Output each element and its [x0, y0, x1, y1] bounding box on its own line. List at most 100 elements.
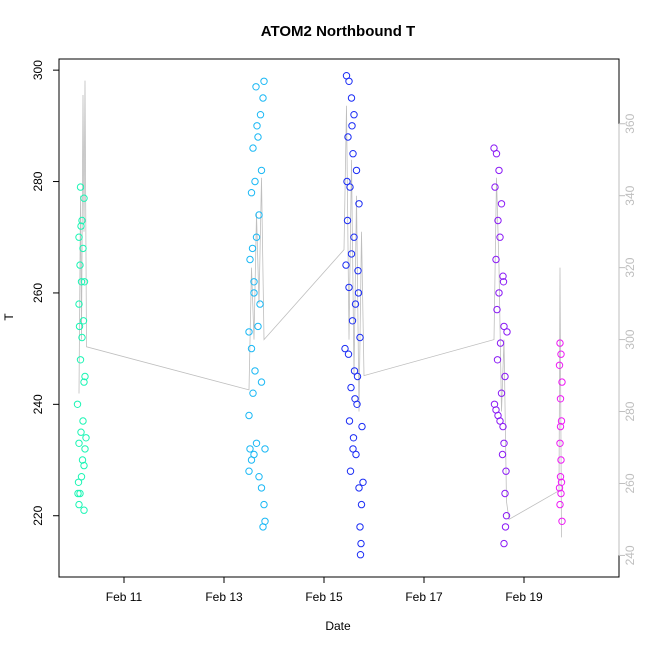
y2-tick-label: 320 [623, 257, 637, 277]
point-0-28 [74, 489, 82, 498]
point-0-18 [80, 278, 89, 286]
y-tick-label: 280 [31, 171, 45, 191]
point-4-2 [555, 361, 564, 369]
point-4-14 [556, 422, 565, 431]
point-3-19 [496, 417, 504, 425]
point-1-21 [251, 177, 259, 186]
point-2-15 [348, 317, 357, 325]
point-1-17 [246, 255, 254, 264]
point-1-4 [252, 439, 261, 447]
point-2-22 [349, 434, 358, 442]
point-2-4 [344, 133, 352, 141]
point-3-22 [502, 467, 510, 475]
point-1-32 [245, 328, 253, 336]
point-4-4 [556, 395, 565, 403]
point-3-13 [493, 356, 502, 364]
point-3-4 [497, 200, 506, 208]
line-series-layer [78, 80, 562, 538]
point-0-1 [76, 489, 84, 498]
x-tick-label: Feb 17 [405, 590, 443, 604]
point-1-12 [251, 367, 259, 375]
point-0-17 [77, 278, 86, 286]
point-3-2 [495, 166, 503, 175]
point-2-11 [347, 250, 356, 258]
point-1-6 [257, 484, 266, 492]
point-0-7 [75, 439, 83, 447]
point-4-1 [557, 350, 565, 358]
y2-tick-label: 360 [623, 113, 637, 133]
point-1-9 [259, 523, 267, 531]
point-4-6 [556, 439, 564, 447]
point-3-7 [492, 255, 500, 264]
point-1-2 [250, 450, 258, 459]
point-1-13 [247, 344, 256, 353]
point-4-3 [558, 378, 566, 386]
point-1-20 [247, 189, 256, 197]
point-3-21 [500, 439, 508, 447]
point-0-10 [73, 400, 82, 408]
point-1-18 [252, 233, 261, 241]
point-2-9 [343, 216, 352, 225]
point-2-6 [352, 166, 361, 175]
x-axis-label: Date [325, 619, 351, 633]
point-1-11 [249, 389, 257, 397]
point-1-5 [255, 473, 263, 481]
point-0-20 [79, 244, 87, 253]
point-1-24 [254, 133, 262, 141]
point-0-16 [75, 300, 83, 308]
y-tick-label: 220 [31, 505, 45, 525]
point-0-9 [79, 417, 87, 425]
y-axis-right: 240 260 280 300 320 340 360 [618, 113, 637, 565]
point-0-21 [75, 233, 83, 241]
point-3-6 [496, 233, 504, 241]
point-1-29 [250, 289, 258, 297]
x-tick-label: Feb 19 [505, 590, 543, 604]
point-0-27 [81, 372, 89, 381]
point-0-25 [76, 183, 85, 191]
point-2-16 [356, 333, 364, 342]
point-0-12 [76, 356, 85, 364]
y-axis-left: 220 240 260 280 300 [31, 60, 60, 526]
point-3-25 [501, 523, 510, 531]
point-3-23 [501, 489, 509, 498]
y2-tick-label: 300 [623, 329, 637, 349]
point-3-24 [502, 512, 511, 520]
point-1-28 [259, 94, 267, 102]
points-layer [73, 72, 566, 559]
point-0-3 [77, 473, 86, 481]
point-3-15 [497, 389, 506, 397]
point-2-34 [349, 445, 357, 453]
point-0-0 [75, 500, 83, 509]
point-4-5 [557, 417, 566, 425]
point-1-26 [252, 83, 260, 91]
point-2-8 [355, 200, 363, 208]
y-tick-label: 260 [31, 283, 45, 303]
point-1-27 [260, 77, 268, 86]
point-1-34 [253, 122, 261, 130]
point-2-36 [358, 422, 366, 431]
point-4-11 [557, 489, 565, 498]
point-2-27 [356, 523, 364, 531]
point-1-22 [257, 166, 266, 175]
y-axis-label: T [2, 313, 16, 321]
point-0-8 [77, 428, 85, 436]
point-3-14 [501, 372, 509, 381]
chart-title: ATOM2 Northbound T [261, 23, 415, 40]
point-2-12 [354, 267, 362, 275]
point-1-0 [245, 467, 253, 475]
point-0-15 [79, 317, 88, 325]
point-2-2 [347, 94, 356, 102]
point-3-12 [496, 339, 505, 347]
point-4-12 [556, 500, 564, 509]
point-3-26 [500, 539, 508, 548]
point-3-1 [492, 150, 501, 158]
point-3-8 [499, 272, 507, 280]
plot-frame [58, 58, 620, 578]
x-tick-label: Feb 13 [205, 590, 243, 604]
point-1-25 [256, 111, 265, 119]
point-3-10 [493, 305, 501, 314]
point-2-39 [359, 478, 367, 486]
point-2-1 [345, 77, 353, 86]
point-0-2 [74, 478, 83, 486]
